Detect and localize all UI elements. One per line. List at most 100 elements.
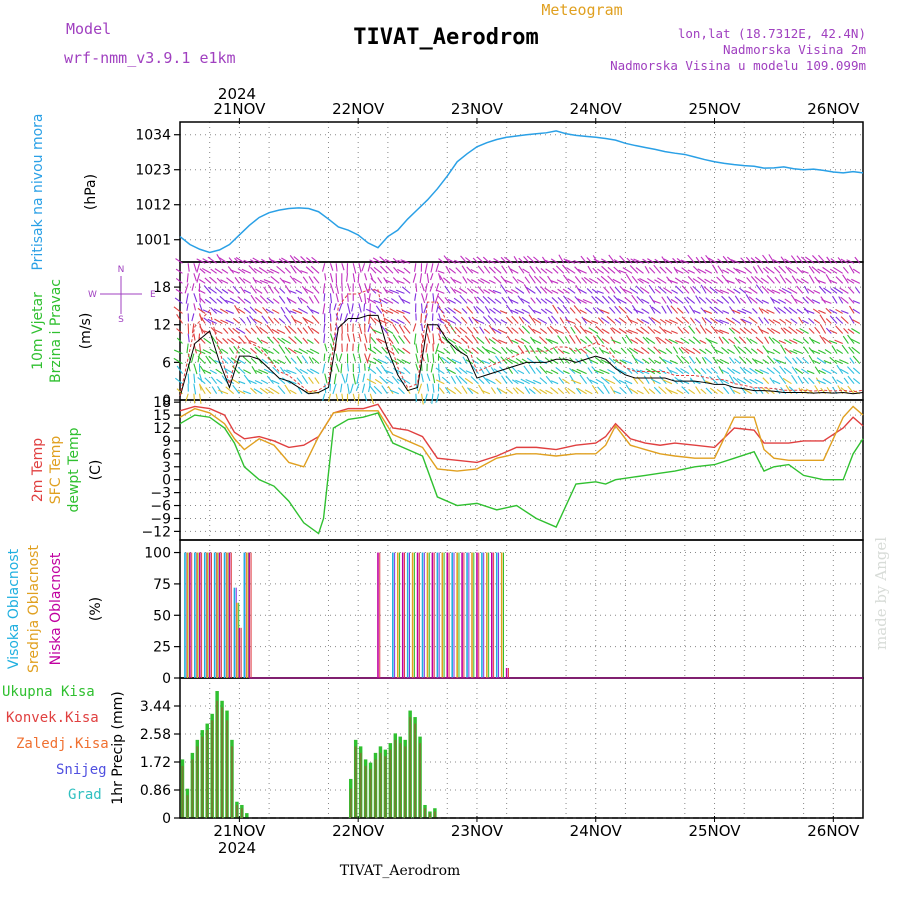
wind-barb	[629, 387, 639, 395]
wind-barb	[818, 349, 826, 355]
wind-barb	[731, 309, 741, 314]
wind-barb	[842, 335, 849, 344]
wind-barb	[582, 299, 593, 304]
wind-barb	[822, 378, 832, 385]
wind-barb	[567, 387, 576, 395]
wind-barb	[854, 256, 861, 264]
wind-barb	[830, 287, 838, 294]
wind-barb	[501, 265, 508, 274]
wind-barb	[654, 288, 661, 294]
wind-barb	[705, 387, 713, 395]
wind-barb	[250, 284, 257, 294]
wind-barb	[443, 255, 451, 264]
wind-barb	[384, 289, 394, 294]
wind-barb	[518, 257, 525, 264]
wind-barb	[631, 275, 639, 284]
wind-barb	[544, 298, 553, 304]
wind-barb	[453, 308, 462, 314]
wind-barb	[557, 387, 565, 395]
wind-barb	[491, 327, 502, 334]
wind-barb	[329, 293, 333, 304]
wind-barb	[506, 326, 514, 334]
wind-barb	[341, 293, 344, 305]
wind-barb	[216, 298, 223, 304]
wind-barb	[667, 279, 678, 284]
wind-barb	[521, 325, 531, 334]
wind-barb	[835, 325, 844, 334]
wind-barb	[626, 367, 633, 375]
wind-barb	[830, 258, 838, 264]
wind-barb	[514, 308, 525, 314]
wind-barb	[500, 256, 508, 264]
wind-barb	[216, 277, 223, 284]
wind-barb	[705, 255, 713, 264]
wind-barb	[222, 358, 229, 365]
wind-barb	[358, 293, 363, 303]
wind-barb	[613, 295, 622, 304]
wind-barb	[370, 287, 377, 294]
wind-barb	[838, 296, 844, 304]
wind-barb	[704, 348, 713, 355]
wind-barb	[648, 357, 656, 365]
ytick-label: 50	[153, 608, 171, 624]
wind-barb	[796, 267, 804, 274]
wind-barb	[218, 389, 229, 395]
wind-barb	[665, 266, 673, 274]
wind-barb	[791, 366, 798, 374]
wind-barb	[632, 376, 639, 385]
wind-barb	[335, 283, 340, 294]
wind-barb	[551, 315, 559, 324]
wind-barb	[843, 328, 849, 334]
wind-barb	[202, 309, 212, 314]
wind-barb	[766, 327, 775, 334]
wind-barb	[559, 317, 565, 324]
wind-barb	[311, 390, 320, 395]
precip-legend-3: Snijeg	[56, 762, 107, 778]
wind-barb	[808, 274, 815, 284]
wind-barb	[300, 256, 309, 264]
wind-barb	[756, 348, 764, 355]
wind-barb	[237, 308, 246, 314]
wind-barb	[477, 286, 485, 294]
wind-barb	[595, 378, 604, 385]
wind-barb	[648, 388, 656, 395]
wind-barb	[479, 366, 485, 374]
wind-barb	[670, 298, 678, 304]
wind-barb	[625, 307, 633, 314]
wind-barb	[346, 303, 351, 315]
wind-barb	[669, 319, 678, 324]
wind-barb	[790, 318, 798, 324]
wind-barb	[728, 327, 735, 334]
wind-barb	[579, 374, 588, 385]
wind-barb	[216, 344, 223, 354]
wind-barb	[677, 326, 684, 334]
wind-barb	[233, 317, 240, 324]
wind-barb	[780, 256, 787, 264]
wind-barb	[397, 268, 405, 274]
wind-barb	[520, 338, 530, 345]
wind-barb	[816, 279, 826, 284]
wind-barb	[607, 266, 616, 274]
wind-barb	[187, 333, 190, 343]
wind-barb	[661, 296, 667, 304]
wind-barb	[284, 284, 292, 294]
wind-barb	[599, 309, 610, 314]
precip-legend-1: Konvek.Kisa	[6, 710, 99, 726]
wind-barb	[216, 378, 223, 385]
wind-barb	[674, 376, 684, 385]
wind-barb	[511, 327, 519, 334]
wind-barb	[279, 366, 286, 374]
wind-barb	[367, 347, 377, 355]
precip-total-bar	[245, 813, 249, 818]
wind-barb	[688, 338, 696, 344]
wind-barb	[666, 305, 673, 314]
wind-barb	[369, 259, 377, 264]
wind-barb	[455, 267, 462, 274]
wind-barb	[458, 346, 468, 354]
wind-barb	[380, 364, 388, 374]
wind-barb	[207, 318, 217, 324]
precip-conv-bar	[230, 746, 233, 818]
wind-barb	[619, 255, 627, 264]
wind-barb	[521, 316, 531, 324]
wind-barb	[199, 384, 206, 395]
